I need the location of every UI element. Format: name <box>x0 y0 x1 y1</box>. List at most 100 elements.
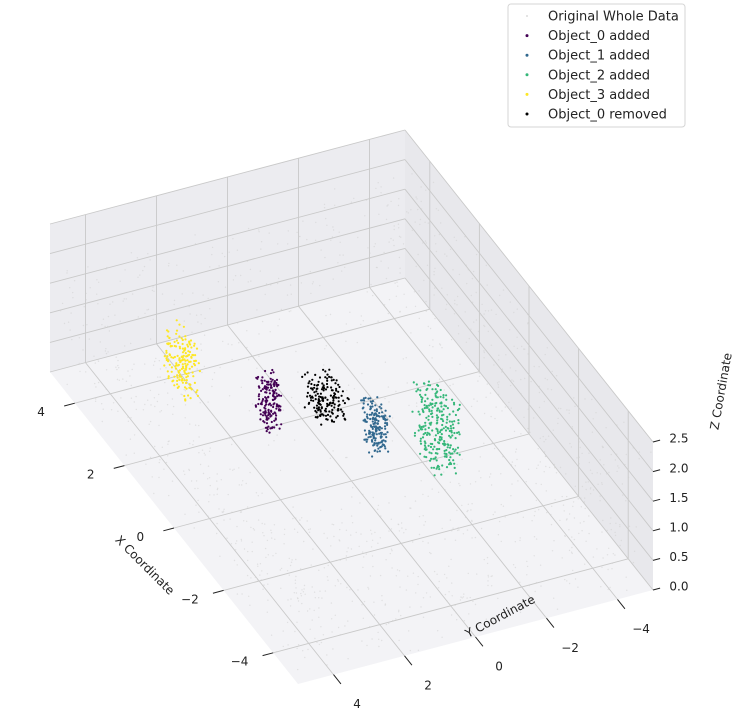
background-point <box>224 255 226 258</box>
data-point <box>167 342 170 345</box>
data-point <box>448 458 451 462</box>
data-point <box>178 335 181 338</box>
background-point <box>550 523 553 526</box>
data-point <box>186 343 189 346</box>
data-point <box>265 422 269 425</box>
background-point <box>516 336 518 338</box>
background-point <box>601 531 603 533</box>
data-point <box>178 347 182 350</box>
background-point <box>454 303 456 305</box>
y-tick-label: −2 <box>561 641 579 655</box>
background-point <box>470 509 472 511</box>
background-point <box>69 287 71 289</box>
data-point <box>425 388 428 391</box>
data-point <box>178 357 181 360</box>
data-point <box>382 416 385 419</box>
background-point <box>104 325 106 328</box>
background-point <box>158 393 160 396</box>
x-tick-mark <box>163 527 175 532</box>
background-point <box>585 540 587 542</box>
background-point <box>471 277 474 280</box>
data-point <box>436 432 440 435</box>
background-point <box>269 331 271 333</box>
background-point <box>589 493 592 495</box>
background-point <box>483 558 485 561</box>
data-point <box>446 415 449 418</box>
data-point <box>440 436 443 439</box>
data-point <box>333 406 336 409</box>
background-point <box>491 585 493 587</box>
data-point <box>372 435 375 439</box>
background-point <box>260 579 262 581</box>
data-point <box>367 397 370 400</box>
background-point <box>249 471 251 474</box>
background-point <box>240 511 243 513</box>
background-point <box>301 517 303 519</box>
background-point <box>201 449 204 451</box>
data-point <box>436 430 439 433</box>
data-point <box>424 446 427 449</box>
z-tick-label: 0.0 <box>669 580 688 594</box>
background-point <box>446 294 448 296</box>
background-point <box>216 473 218 475</box>
background-point <box>265 283 268 285</box>
background-point <box>449 481 451 483</box>
background-point <box>601 566 603 568</box>
background-point <box>207 465 210 467</box>
background-point <box>347 620 349 622</box>
data-point <box>335 379 338 382</box>
background-point <box>363 600 366 603</box>
background-point <box>390 518 392 520</box>
background-point <box>460 596 462 598</box>
background-point <box>200 314 202 316</box>
background-point <box>246 330 248 332</box>
background-point <box>619 544 621 547</box>
background-point <box>318 569 320 571</box>
background-point <box>611 568 613 570</box>
background-point <box>166 404 169 406</box>
background-point <box>490 344 493 346</box>
background-point <box>339 254 341 256</box>
data-point <box>275 403 278 406</box>
background-point <box>282 409 285 411</box>
data-point <box>428 384 432 387</box>
background-point <box>197 487 199 490</box>
background-point <box>415 265 417 268</box>
data-point <box>343 417 346 420</box>
data-point <box>376 396 379 399</box>
background-point <box>339 528 341 531</box>
data-point <box>364 420 367 423</box>
background-point <box>362 566 364 569</box>
data-point <box>322 368 325 371</box>
background-point <box>516 458 518 461</box>
background-point <box>589 488 592 490</box>
background-point <box>523 416 525 419</box>
background-point <box>183 470 185 472</box>
background-point <box>256 563 259 565</box>
data-point <box>315 384 319 387</box>
background-point <box>423 524 425 526</box>
data-point <box>178 323 181 326</box>
background-point <box>399 272 401 274</box>
background-point <box>584 386 587 388</box>
background-point <box>505 354 507 356</box>
data-point <box>363 418 366 421</box>
background-point <box>245 482 247 485</box>
floor-grid-line-y <box>369 287 618 600</box>
background-point <box>614 459 617 461</box>
background-point <box>590 487 592 489</box>
background-point <box>465 341 468 343</box>
background-point <box>200 323 202 325</box>
background-point <box>330 239 332 241</box>
background-point <box>430 552 432 555</box>
background-point <box>298 402 301 404</box>
data-point <box>432 466 436 469</box>
data-point <box>188 367 191 370</box>
data-point <box>434 394 437 397</box>
background-point <box>299 519 301 521</box>
background-point <box>292 517 294 520</box>
background-point <box>585 481 587 483</box>
data-point <box>449 456 452 459</box>
data-point <box>418 393 422 396</box>
data-point <box>452 410 455 413</box>
